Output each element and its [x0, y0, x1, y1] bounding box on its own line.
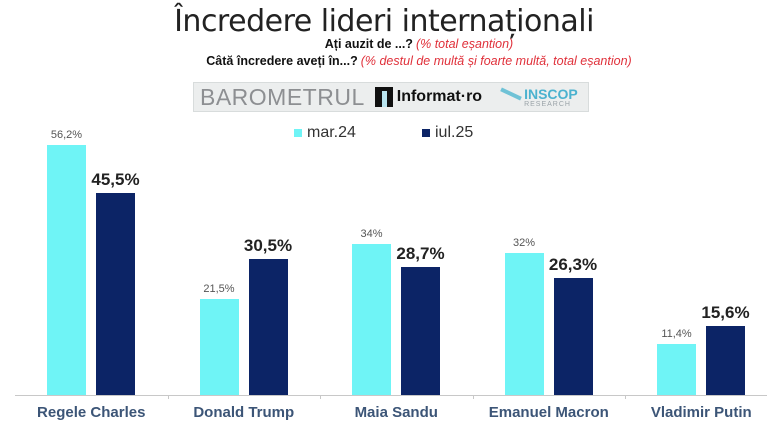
- bar-emanuel-macron-iul.25: [553, 277, 593, 395]
- question-2: Câtă încredere aveți în...?: [206, 54, 358, 68]
- informat-logo-icon: [374, 87, 393, 107]
- inscop-sub: RESEARCH: [524, 100, 571, 108]
- bar-vladimir-putin-mar.24: [657, 344, 696, 395]
- legend-swatch-icon: [294, 129, 302, 137]
- bar-vladimir-putin-iul.25: [706, 325, 745, 395]
- subtitle-line-2: Câtă încredere aveți în...? (% destul de …: [0, 53, 768, 69]
- chart-legend: mar.24 iul.25: [0, 124, 768, 144]
- bar-regele-charles-iul.25: [96, 192, 135, 395]
- category-label-emanuel-macron: Emanuel Macron: [488, 404, 609, 421]
- legend-label: iul.25: [435, 124, 474, 141]
- axis-tick: [167, 395, 169, 399]
- x-axis: [15, 395, 767, 396]
- data-label-vladimir-putin-iul.25: 15,6%: [701, 302, 750, 322]
- data-label-regele-charles-mar.24: 56,2%: [50, 128, 83, 141]
- axis-tick: [625, 395, 626, 399]
- category-label-donald-trump: Donald Trump: [193, 404, 295, 421]
- bar-regele-charles-mar.24: [47, 144, 86, 395]
- data-label-emanuel-macron-mar.24: 32%: [512, 236, 536, 249]
- bar-emanuel-macron-mar.24: [504, 252, 544, 395]
- bar-maia-sandu-mar.24: [352, 243, 391, 395]
- question-1: Ați auzit de ...?: [324, 37, 413, 51]
- legend-swatch-icon: [422, 129, 430, 137]
- legend-item-iul25: iul.25: [422, 124, 473, 142]
- data-label-donald-trump-mar.24: 21,5%: [203, 283, 235, 296]
- legend-item-mar24: mar.24: [294, 124, 356, 142]
- category-label-maia-sandu: Maia Sandu: [354, 404, 438, 421]
- category-label-vladimir-putin: Vladimir Putin: [650, 404, 752, 421]
- inscop-logo: INSCOP RESEARCH: [500, 87, 578, 108]
- informat-label: Informat·ro: [396, 88, 483, 105]
- bar-maia-sandu-iul.25: [401, 267, 440, 395]
- data-label-maia-sandu-iul.25: 28,7%: [396, 244, 445, 264]
- bar-donald-trump-mar.24: [199, 299, 239, 395]
- axis-tick: [320, 395, 321, 399]
- axis-tick: [472, 395, 474, 399]
- data-label-donald-trump-iul.25: 30,5%: [243, 236, 293, 256]
- data-label-vladimir-putin-mar.24: 11,4%: [661, 328, 692, 341]
- data-label-regele-charles-iul.25: 45,5%: [91, 169, 140, 189]
- question-1-note: (% total eșantion): [415, 37, 514, 51]
- inscop-name: INSCOP: [524, 85, 578, 102]
- category-label-regele-charles: Regele Charles: [37, 404, 146, 421]
- barometer-label: BAROMETRUL: [200, 83, 365, 110]
- question-2-note: (% destul de multă și foarte multă, tota…: [360, 54, 632, 68]
- sponsor-banner: BAROMETRUL Informat·ro INSCOP RESEARCH: [193, 82, 589, 112]
- subtitle-line-1: Ați auzit de ...? (% total eșantion): [0, 36, 768, 52]
- legend-label: mar.24: [307, 124, 356, 141]
- data-label-maia-sandu-mar.24: 34%: [360, 227, 383, 240]
- data-label-emanuel-macron-iul.25: 26,3%: [548, 254, 598, 274]
- inscop-mark-icon: [500, 90, 522, 104]
- bar-donald-trump-iul.25: [248, 259, 288, 395]
- chart-title: Încredere lideri internaționali: [174, 4, 594, 39]
